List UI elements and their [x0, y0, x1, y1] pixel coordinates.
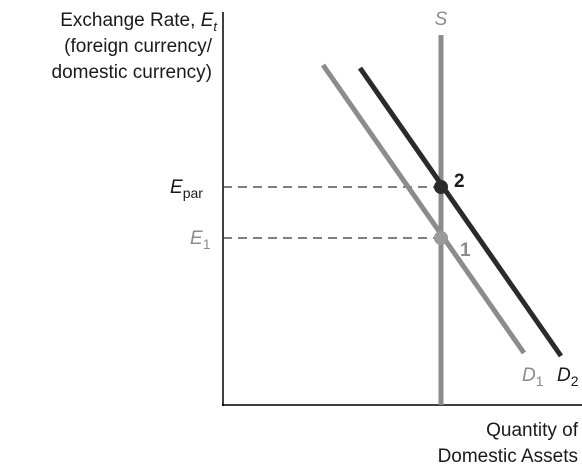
demand-d2-subscript: 2 [571, 373, 579, 389]
point-1-label: 1 [460, 240, 471, 261]
y-axis-title-symbol: E [201, 10, 214, 31]
e1-label: E1 [190, 228, 211, 252]
demand-d1-label: D1 [522, 365, 544, 389]
y-axis-title-subscript: t [213, 19, 218, 34]
demand-d1-symbol: D [522, 365, 536, 386]
y-axis-title-line-3: domestic currency) [52, 62, 213, 83]
equilibrium-point-2 [434, 180, 448, 194]
e1-subscript: 1 [203, 236, 211, 252]
epar-label: Epar [170, 177, 203, 201]
demand-d2-label: D2 [557, 365, 579, 389]
x-axis-title-line-2: Domestic Assets [438, 446, 578, 467]
y-axis-title-text: Exchange Rate, [60, 10, 200, 31]
demand-curve-d1 [320, 63, 527, 355]
demand-d2-symbol: D [557, 365, 571, 386]
supply-curve-label: S [435, 9, 448, 30]
demand-d1-subscript: 1 [536, 373, 544, 389]
e1-symbol: E [190, 228, 203, 249]
demand-curve-d2 [357, 66, 564, 358]
epar-subscript: par [183, 185, 204, 201]
epar-symbol: E [170, 177, 183, 198]
y-axis-title-line-2: (foreign currency/ [64, 36, 213, 57]
x-axis-title-line-1: Quantity of [486, 420, 579, 441]
point-2-label: 2 [454, 171, 465, 192]
y-axis-title-line-1: Exchange Rate, Et [60, 10, 218, 34]
equilibrium-point-1 [434, 231, 448, 245]
